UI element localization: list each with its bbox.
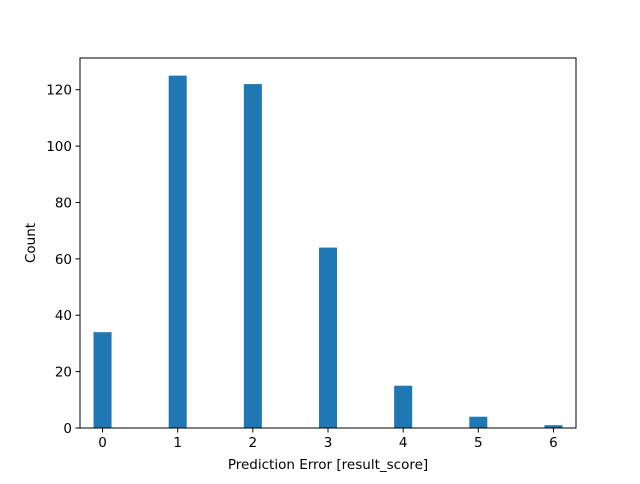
y-tick-label: 120 [46,83,72,99]
y-tick-label: 40 [55,308,72,324]
bar-3 [318,247,338,428]
bar-5 [469,416,488,428]
x-tick-label: 5 [474,435,483,451]
x-ticks-layer: 0 1 2 3 4 5 6 [98,428,558,451]
y-tick-label: 80 [55,195,72,211]
y-tick-label: 60 [55,252,72,268]
x-tick-label: 0 [98,435,107,451]
y-tick-label: 100 [46,139,72,155]
y-axis-label: Count [23,223,39,263]
y-tick-label: 20 [55,365,72,381]
x-tick-label: 6 [549,435,558,451]
x-tick-label: 3 [324,435,333,451]
x-axis-label: Prediction Error [result_score] [228,457,428,473]
bars-layer [93,75,563,429]
x-tick-label: 4 [399,435,408,451]
bar-4 [394,385,413,428]
y-tick-label: 0 [63,421,72,437]
bar-0 [93,332,112,428]
bar-1 [168,75,187,428]
bar-2 [243,84,262,429]
x-tick-label: 1 [173,435,182,451]
x-tick-label: 2 [249,435,258,451]
y-ticks-layer: 0 20 40 60 80 100 120 [46,83,80,437]
bar-6 [544,425,563,428]
